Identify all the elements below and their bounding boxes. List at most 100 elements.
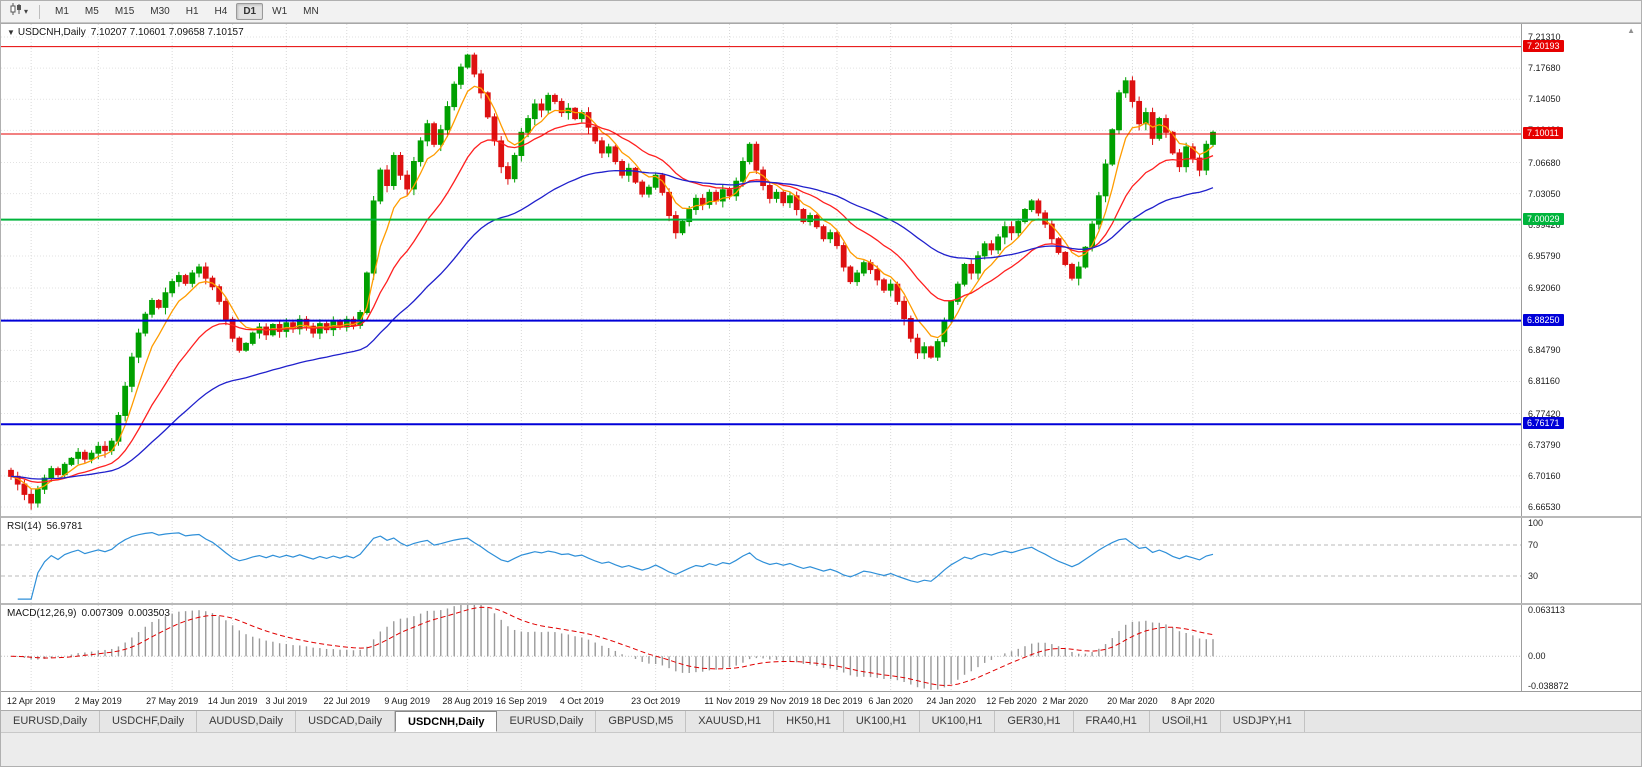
- chart-legend: ▼ USDCNH,Daily 7.10207 7.10601 7.09658 7.1…: [7, 27, 244, 38]
- date-axis-label: 23 Oct 2019: [631, 696, 681, 706]
- caret-down-icon: ▾: [24, 7, 29, 16]
- chart-tab-uk100-h1[interactable]: UK100,H1: [843, 711, 920, 732]
- date-axis-label: 20 Mar 2020: [1107, 696, 1158, 706]
- candlestick-chart-icon: [9, 2, 23, 21]
- rsi-chart-svg: [1, 518, 1521, 603]
- date-axis-label: 24 Jan 2020: [926, 696, 976, 706]
- level-price-badge: 6.76171: [1523, 417, 1564, 430]
- macd-axis-label: 0.00: [1528, 651, 1546, 662]
- macd-axis[interactable]: 0.063113 0.00 -0.038872: [1522, 605, 1641, 691]
- axis-scroll-up-icon[interactable]: ▲: [1627, 26, 1635, 35]
- status-bar: [1, 732, 1641, 766]
- date-axis-label: 29 Nov 2019: [757, 696, 809, 706]
- rsi-value: 56.9781: [46, 521, 83, 532]
- timeframe-button-d1[interactable]: D1: [236, 3, 264, 20]
- macd-legend: MACD(12,26,9) 0.007309 0.003503: [7, 608, 170, 619]
- date-axis-label: 11 Nov 2019: [704, 696, 755, 706]
- chart-tab-bar: EURUSD,Daily USDCHF,Daily AUDUSD,Daily USDC…: [1, 710, 1641, 732]
- level-price-badge: 6.88250: [1523, 313, 1564, 326]
- macd-axis-label: -0.038872: [1528, 681, 1569, 691]
- chart-tab-fra40-h1[interactable]: FRA40,H1: [1073, 711, 1150, 732]
- chart-tab-usoil-h1[interactable]: USOil,H1: [1149, 711, 1221, 732]
- price-axis-main[interactable]: 7.213107.176807.140507.104207.066807.030…: [1522, 24, 1641, 516]
- chart-type-button[interactable]: ▾: [5, 1, 32, 23]
- price-axis-label: 7.21310: [1528, 31, 1561, 42]
- macd-main-value: 0.007309: [81, 608, 124, 619]
- panel-separator[interactable]: [1, 516, 1641, 518]
- date-axis-label: 2 May 2019: [74, 696, 122, 706]
- price-axis-label: 6.99420: [1528, 219, 1561, 230]
- rsi-axis[interactable]: 100 70 30: [1522, 518, 1641, 603]
- date-axis-label: 4 Oct 2019: [559, 696, 604, 706]
- timeframe-button-m5[interactable]: M5: [84, 6, 99, 17]
- toolbar-separator: [39, 4, 41, 19]
- chart-tab-eurusd-daily[interactable]: EURUSD,Daily: [497, 711, 597, 732]
- price-axis-label: 6.70160: [1528, 470, 1561, 481]
- price-axis-label: 7.06680: [1528, 157, 1561, 168]
- timeframe-button-m1[interactable]: M1: [55, 6, 69, 17]
- timeframe-button-h4[interactable]: H4: [214, 6, 228, 17]
- date-axis-label: 22 Jul 2019: [323, 696, 371, 706]
- price-axis-label: 7.03050: [1528, 188, 1561, 199]
- macd-label: MACD(12,26,9): [7, 608, 77, 619]
- date-axis-label: 14 Jun 2019: [207, 696, 258, 706]
- date-axis-label: 27 May 2019: [146, 696, 199, 706]
- macd-chart-svg: [1, 605, 1521, 691]
- timeframe-button-m15[interactable]: M15: [114, 6, 135, 17]
- level-price-badge: 7.10011: [1523, 126, 1563, 139]
- price-axis-label: 6.92060: [1528, 282, 1561, 293]
- chart-tab-usdcnh-daily[interactable]: USDCNH,Daily: [395, 711, 498, 732]
- price-axis-label: 6.66530: [1528, 501, 1561, 512]
- chart-tab-uk100-h1[interactable]: UK100,H1: [919, 711, 996, 732]
- price-axis-label: 6.73790: [1528, 439, 1561, 450]
- symbol-dropdown-icon[interactable]: ▼: [7, 28, 15, 37]
- rsi-panel[interactable]: RSI(14) 56.9781: [1, 518, 1521, 603]
- level-price-badge: 7.20193: [1523, 39, 1564, 52]
- date-axis-label: 8 Apr 2020: [1171, 696, 1215, 706]
- price-axis-label: 6.84790: [1528, 345, 1561, 356]
- timeframe-button-h1[interactable]: H1: [185, 6, 199, 17]
- chart-window: ▼ USDCNH,Daily 7.10207 7.10601 7.09658 7.1…: [1, 23, 1641, 711]
- timeframe-button-m30[interactable]: M30: [150, 6, 170, 17]
- chart-tab-eurusd-daily[interactable]: EURUSD,Daily: [1, 711, 100, 732]
- rsi-axis-label: 100: [1528, 518, 1544, 528]
- candlestick-chart-svg: [1, 24, 1521, 516]
- chart-ohlc-values: 7.10207 7.10601 7.09658 7.10157: [90, 27, 244, 38]
- rsi-legend: RSI(14) 56.9781: [7, 521, 83, 532]
- date-axis-label: 2 Mar 2020: [1042, 696, 1089, 706]
- time-axis[interactable]: 12 Apr 2019 2 May 2019 27 May 2019 14 Jun 2…: [1, 691, 1641, 711]
- chart-tab-usdchf-daily[interactable]: USDCHF,Daily: [99, 711, 198, 732]
- chart-tab-xauusd-h1[interactable]: XAUUSD,H1: [686, 711, 775, 732]
- date-axis-label: 12 Feb 2020: [986, 696, 1037, 706]
- chart-tab-audusd-daily[interactable]: AUDUSD,Daily: [197, 711, 297, 732]
- rsi-axis-label: 30: [1528, 570, 1539, 581]
- date-axis-label: 3 Jul 2019: [265, 696, 308, 706]
- timeframe-button-w1[interactable]: W1: [272, 6, 288, 17]
- date-axis-label: 6 Jan 2020: [868, 696, 913, 706]
- price-axis-label: 6.81160: [1528, 376, 1560, 387]
- date-axis-label: 28 Aug 2019: [442, 696, 493, 706]
- rsi-axis-label: 70: [1528, 540, 1539, 551]
- price-axis-label: 6.77420: [1528, 408, 1561, 419]
- panel-separator[interactable]: [1, 603, 1641, 605]
- price-axis-label: 7.17680: [1528, 63, 1561, 74]
- chart-symbol-label: USDCNH,Daily: [17, 27, 86, 38]
- date-axis-label: 12 Apr 2019: [6, 696, 56, 706]
- chart-tab-ger30-h1[interactable]: GER30,H1: [995, 711, 1074, 732]
- date-axis-label: 18 Dec 2019: [811, 696, 863, 706]
- toolbar: ▾ M1 M5 M15 M30 H1 H4 D1 W1 MN: [1, 1, 1641, 23]
- rsi-label: RSI(14): [7, 521, 42, 532]
- macd-panel[interactable]: MACD(12,26,9) 0.007309 0.003503: [1, 605, 1521, 691]
- chart-tab-gbpusd-m5[interactable]: GBPUSD,M5: [596, 711, 687, 732]
- chart-tab-usdcad-daily[interactable]: USDCAD,Daily: [296, 711, 396, 732]
- level-price-badge: 7.00029: [1523, 212, 1564, 225]
- chart-tab-usdjpy-h1[interactable]: USDJPY,H1: [1220, 711, 1305, 732]
- price-axis-label: 7.14050: [1528, 94, 1561, 105]
- price-axis[interactable]: ▲ 7.213107.176807.140507.104207.066807.0…: [1521, 24, 1641, 691]
- timeframe-button-mn[interactable]: MN: [303, 6, 319, 17]
- chart-tab-hk50-h1[interactable]: HK50,H1: [774, 711, 844, 732]
- price-chart-panel[interactable]: ▼ USDCNH,Daily 7.10207 7.10601 7.09658 7.1…: [1, 24, 1521, 516]
- timeframe-button-group: M1 M5 M15 M30 H1 H4 D1 W1 MN: [47, 3, 327, 20]
- price-axis-label: 6.95790: [1528, 250, 1561, 261]
